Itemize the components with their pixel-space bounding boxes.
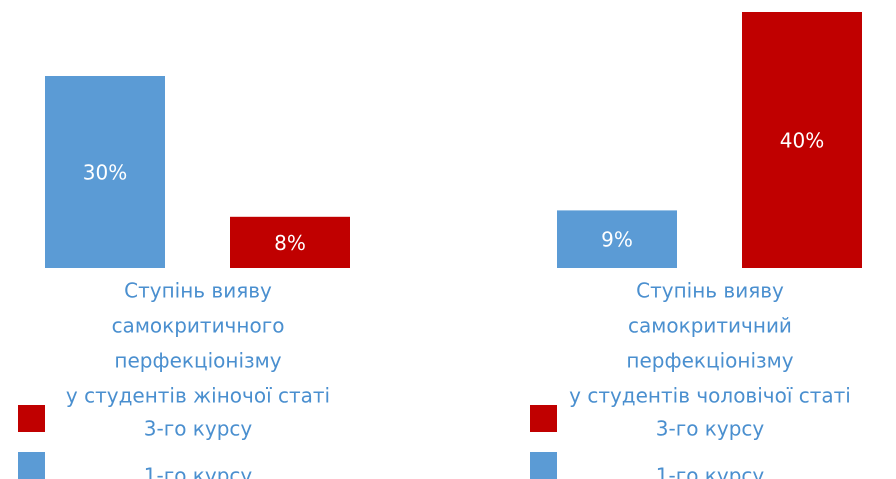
legend-label: 3-го курсу (656, 417, 765, 441)
legend-swatch (18, 452, 45, 479)
bar (742, 12, 862, 268)
legend-swatch (18, 405, 45, 432)
legend-label: 3-го курсу (144, 417, 253, 441)
category-label: Ступінь вияву (124, 279, 272, 303)
value-label: 40% (780, 129, 824, 153)
category-label: перфекціонізму (626, 349, 793, 373)
legend-label: 1-го курсу (144, 464, 253, 479)
category-label: самокритичний (628, 314, 792, 338)
legend-swatch (530, 405, 557, 432)
value-label: 30% (83, 161, 127, 185)
value-label: 9% (601, 228, 633, 252)
category-label: самокритичного (112, 314, 285, 338)
category-label: Ступінь вияву (636, 279, 784, 303)
category-label: у студентів жіночої статі (66, 384, 330, 408)
bar (230, 216, 350, 268)
legend-swatch (530, 452, 557, 479)
legend-label: 1-го курсу (656, 464, 765, 479)
bar (557, 210, 677, 268)
bar (45, 76, 165, 268)
value-label: 8% (274, 231, 306, 255)
category-label: перфекціонізму (114, 349, 281, 373)
category-label: у студентів чоловічої статі (569, 384, 851, 408)
